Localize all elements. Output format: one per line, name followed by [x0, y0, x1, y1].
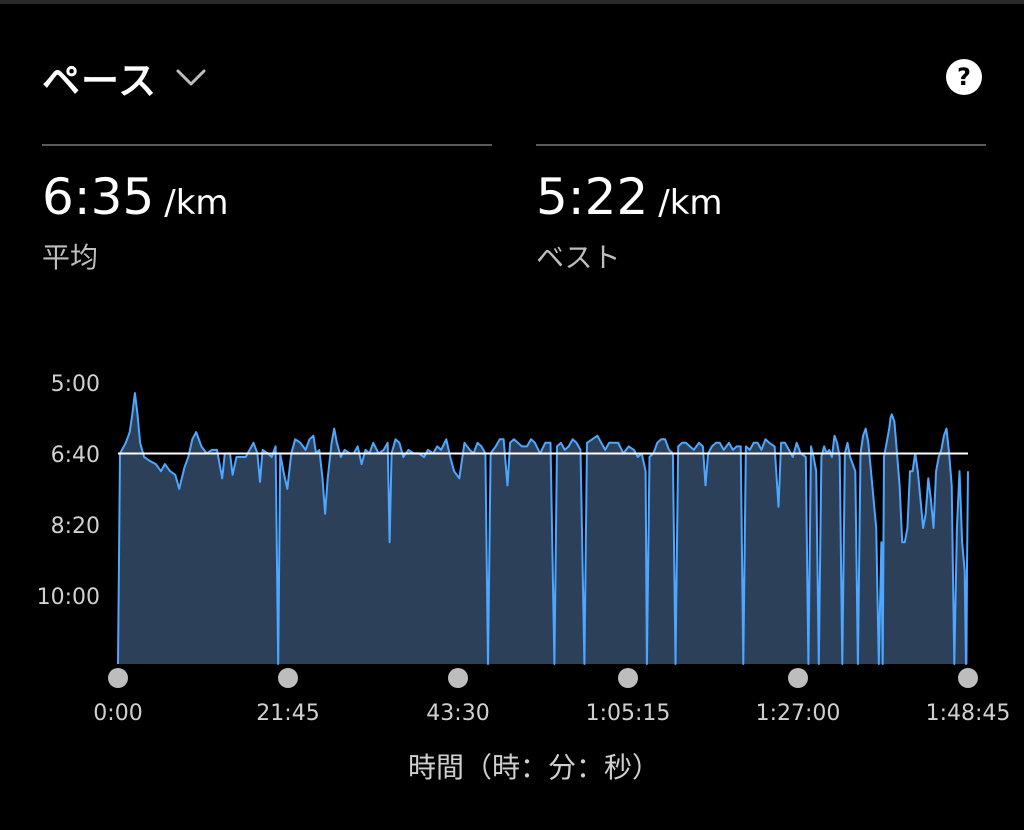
x-tick-label: 1:27:00 [755, 701, 841, 726]
best-pace-unit: /km [658, 183, 723, 223]
x-tick-label: 43:30 [426, 701, 490, 726]
metric-selector[interactable]: ペース [42, 50, 207, 105]
scrubber-dot[interactable] [448, 668, 468, 688]
x-tick-label: 21:45 [256, 701, 320, 726]
metric-title: ペース [42, 59, 158, 103]
y-tick-label: 5:00 [50, 372, 100, 397]
scrubber-dot[interactable] [788, 668, 808, 688]
chevron-down-icon [175, 68, 207, 88]
average-pace-label: 平均 [42, 241, 99, 274]
divider [42, 144, 492, 146]
pace-line [117, 392, 969, 665]
x-axis-title: 時間（時：分：秒） [407, 751, 660, 784]
x-tick-label: 1:48:45 [925, 701, 1011, 726]
y-tick-label: 6:40 [50, 443, 100, 468]
y-tick-label: 10:00 [36, 585, 100, 610]
y-tick-label: 8:20 [50, 514, 100, 539]
best-pace-number: 5:22 [536, 168, 649, 226]
divider [536, 144, 986, 146]
average-pace-value: 6:35/km [42, 170, 492, 230]
top-edge [0, 0, 1024, 4]
x-tick-label: 0:00 [93, 701, 143, 726]
best-pace-stat: 5:22/km ベスト [536, 144, 986, 276]
x-tick-label: 1:05:15 [585, 701, 671, 726]
average-pace-number: 6:35 [42, 168, 155, 226]
scrubber-dot[interactable] [108, 668, 128, 688]
scrubber-dot[interactable] [278, 668, 298, 688]
average-pace-unit: /km [164, 183, 229, 223]
scrubber-dot[interactable] [618, 668, 638, 688]
average-pace-stat: 6:35/km 平均 [42, 144, 492, 276]
best-pace-label: ベスト [536, 241, 621, 274]
scrubber-dot[interactable] [958, 668, 978, 688]
time-scrubbers[interactable] [108, 668, 978, 688]
help-icon[interactable]: ? [946, 59, 982, 95]
best-pace-value: 5:22/km [536, 170, 986, 230]
